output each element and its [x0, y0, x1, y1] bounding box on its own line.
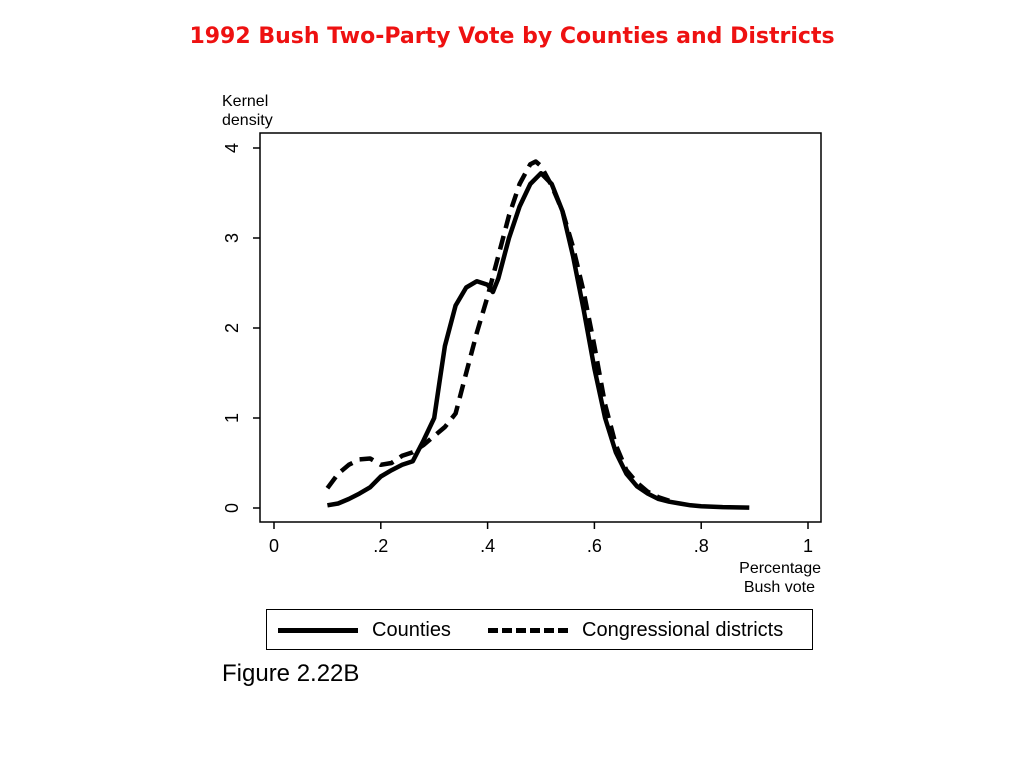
- legend-entry-districts: Congressional districts: [488, 610, 783, 651]
- y-axis-label-line-2: density: [222, 112, 273, 129]
- slide-title: 1992 Bush Two-Party Vote by Counties and…: [189, 24, 835, 49]
- chart-legend: Counties Congressional districts: [266, 609, 813, 650]
- series-line-counties: [327, 170, 750, 510]
- legend-entry-counties: Counties: [278, 610, 451, 651]
- x-tick-label: 1: [803, 536, 813, 556]
- series-line-congressional-districts: [325, 159, 670, 503]
- x-axis-label-line-2: Bush vote: [744, 579, 815, 596]
- plot-area-frame: [259, 132, 822, 523]
- x-tick-label: .6: [587, 536, 602, 556]
- x-tick-label: 0: [269, 536, 279, 556]
- y-tick-label: 4: [222, 143, 242, 153]
- legend-swatch-solid: [278, 628, 358, 633]
- x-axis-label-line-1: Percentage: [739, 560, 821, 577]
- series-layer: [325, 159, 750, 510]
- y-tick-label: 2: [222, 323, 242, 333]
- y-tick-label: 3: [222, 233, 242, 243]
- y-tick-label: 0: [222, 503, 242, 513]
- y-tick-label: 1: [222, 413, 242, 423]
- y-axis-label-line-1: Kernel: [222, 93, 268, 110]
- x-tick-label: .8: [694, 536, 709, 556]
- axes-layer: 0 .2 .4 .6 .8 1 0 1 2 3 4: [222, 143, 813, 556]
- x-tick-label: .4: [480, 536, 495, 556]
- figure-label: Figure 2.22B: [222, 660, 360, 687]
- legend-label-districts: Congressional districts: [582, 619, 784, 641]
- legend-label-counties: Counties: [372, 619, 451, 641]
- x-tick-label: .2: [373, 536, 388, 556]
- legend-swatch-dashed: [488, 628, 568, 633]
